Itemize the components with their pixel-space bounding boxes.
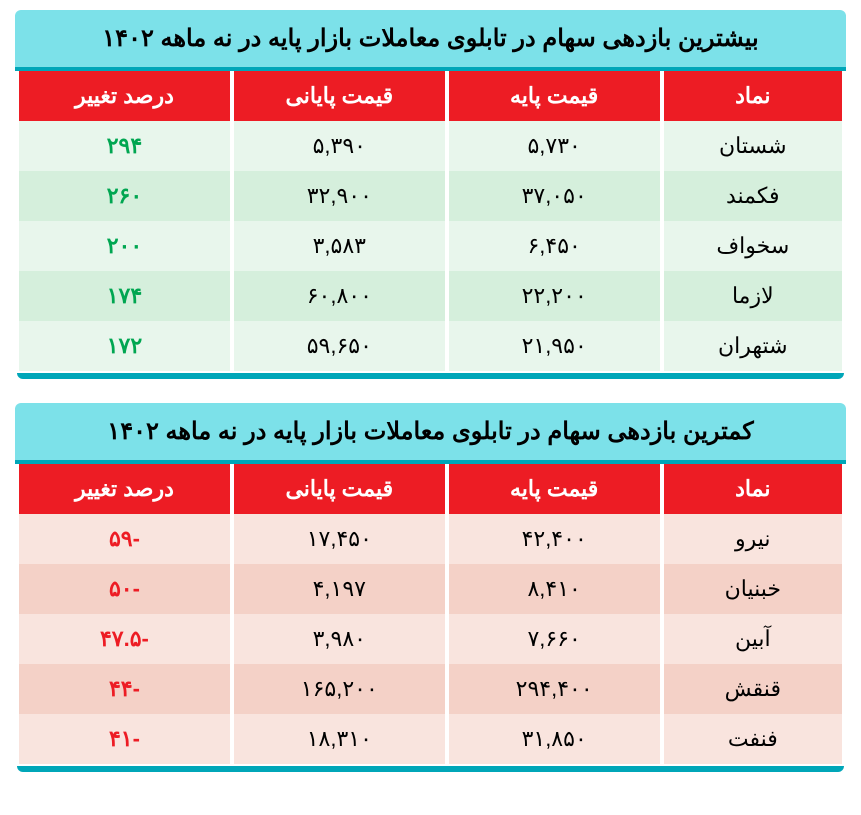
- cell-symbol: شتهران: [664, 321, 842, 371]
- cell-symbol: قنقش: [664, 664, 842, 714]
- cell-symbol: خبنیان: [664, 564, 842, 614]
- table-row: لازما ۲۲,۲۰۰ ۶۰,۸۰۰ ۱۷۴: [19, 271, 842, 321]
- cell-base: ۲۹۴,۴۰۰: [449, 664, 660, 714]
- panel-title: کمترین بازدهی سهام در تابلوی معاملات باز…: [15, 403, 846, 464]
- worst-returns-table: نماد قیمت پایه قیمت پایانی درصد تغییر نی…: [15, 464, 846, 764]
- table-row: آبین ۷,۶۶۰ ۳,۹۸۰ -۴۷.۵: [19, 614, 842, 664]
- cell-pct: ۱۷۴: [19, 271, 230, 321]
- cell-symbol: شستان: [664, 121, 842, 171]
- cell-base: ۵,۷۳۰: [449, 121, 660, 171]
- cell-symbol: سخواف: [664, 221, 842, 271]
- col-header-symbol: نماد: [664, 464, 842, 514]
- cell-base: ۶,۴۵۰: [449, 221, 660, 271]
- col-header-last: قیمت پایانی: [234, 464, 445, 514]
- cell-base: ۴۲,۴۰۰: [449, 514, 660, 564]
- cell-pct: ۲۹۴: [19, 121, 230, 171]
- cell-symbol: فکمند: [664, 171, 842, 221]
- cell-last: ۴,۱۹۷: [234, 564, 445, 614]
- cell-last: ۵۹,۶۵۰: [234, 321, 445, 371]
- table-row: قنقش ۲۹۴,۴۰۰ ۱۶۵,۲۰۰ -۴۴: [19, 664, 842, 714]
- col-header-base: قیمت پایه: [449, 464, 660, 514]
- cell-base: ۳۱,۸۵۰: [449, 714, 660, 764]
- cell-last: ۳,۵۸۳: [234, 221, 445, 271]
- cell-pct: -۴۱: [19, 714, 230, 764]
- table-header-row: نماد قیمت پایه قیمت پایانی درصد تغییر: [19, 464, 842, 514]
- col-header-base: قیمت پایه: [449, 71, 660, 121]
- table-row: خبنیان ۸,۴۱۰ ۴,۱۹۷ -۵۰: [19, 564, 842, 614]
- cell-pct: -۵۹: [19, 514, 230, 564]
- cell-pct: ۱۷۲: [19, 321, 230, 371]
- cell-symbol: آبین: [664, 614, 842, 664]
- cell-base: ۸,۴۱۰: [449, 564, 660, 614]
- cell-pct: ۲۰۰: [19, 221, 230, 271]
- cell-last: ۳۲,۹۰۰: [234, 171, 445, 221]
- col-header-pct: درصد تغییر: [19, 71, 230, 121]
- col-header-symbol: نماد: [664, 71, 842, 121]
- cell-pct: -۴۴: [19, 664, 230, 714]
- panel-footer-accent: [17, 766, 844, 772]
- table-row: سخواف ۶,۴۵۰ ۳,۵۸۳ ۲۰۰: [19, 221, 842, 271]
- best-returns-table: نماد قیمت پایه قیمت پایانی درصد تغییر شس…: [15, 71, 846, 371]
- cell-pct: -۵۰: [19, 564, 230, 614]
- cell-last: ۳,۹۸۰: [234, 614, 445, 664]
- best-returns-panel: بیشترین بازدهی سهام در تابلوی معاملات با…: [15, 10, 846, 379]
- cell-pct: ۲۶۰: [19, 171, 230, 221]
- cell-last: ۵,۳۹۰: [234, 121, 445, 171]
- cell-base: ۷,۶۶۰: [449, 614, 660, 664]
- col-header-last: قیمت پایانی: [234, 71, 445, 121]
- cell-base: ۲۲,۲۰۰: [449, 271, 660, 321]
- table-row: نیرو ۴۲,۴۰۰ ۱۷,۴۵۰ -۵۹: [19, 514, 842, 564]
- cell-base: ۳۷,۰۵۰: [449, 171, 660, 221]
- panel-footer-accent: [17, 373, 844, 379]
- cell-last: ۱۷,۴۵۰: [234, 514, 445, 564]
- page-wrap: بیشترین بازدهی سهام در تابلوی معاملات با…: [0, 0, 861, 806]
- cell-last: ۱۸,۳۱۰: [234, 714, 445, 764]
- table-row: فکمند ۳۷,۰۵۰ ۳۲,۹۰۰ ۲۶۰: [19, 171, 842, 221]
- col-header-pct: درصد تغییر: [19, 464, 230, 514]
- worst-returns-panel: کمترین بازدهی سهام در تابلوی معاملات باز…: [15, 403, 846, 772]
- panel-title: بیشترین بازدهی سهام در تابلوی معاملات با…: [15, 10, 846, 71]
- cell-symbol: نیرو: [664, 514, 842, 564]
- cell-base: ۲۱,۹۵۰: [449, 321, 660, 371]
- table-row: شتهران ۲۱,۹۵۰ ۵۹,۶۵۰ ۱۷۲: [19, 321, 842, 371]
- cell-pct: -۴۷.۵: [19, 614, 230, 664]
- cell-symbol: فنفت: [664, 714, 842, 764]
- cell-symbol: لازما: [664, 271, 842, 321]
- table-header-row: نماد قیمت پایه قیمت پایانی درصد تغییر: [19, 71, 842, 121]
- cell-last: ۶۰,۸۰۰: [234, 271, 445, 321]
- table-row: فنفت ۳۱,۸۵۰ ۱۸,۳۱۰ -۴۱: [19, 714, 842, 764]
- table-row: شستان ۵,۷۳۰ ۵,۳۹۰ ۲۹۴: [19, 121, 842, 171]
- cell-last: ۱۶۵,۲۰۰: [234, 664, 445, 714]
